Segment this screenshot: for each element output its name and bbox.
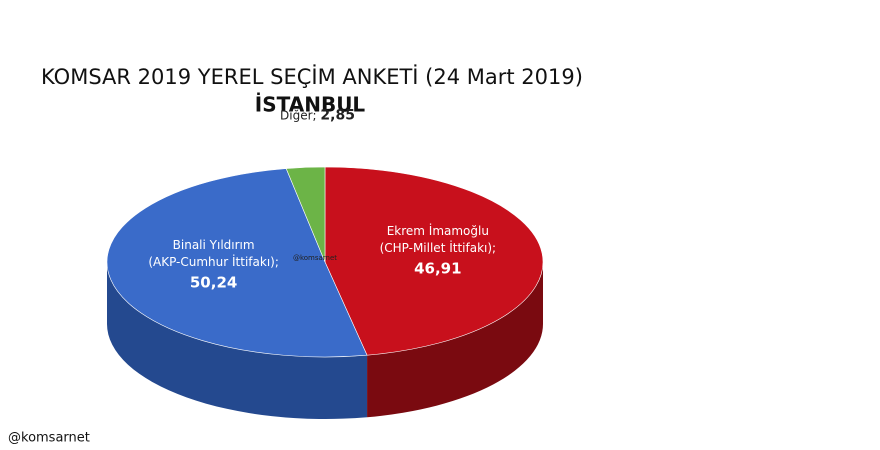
slice-side (367, 262, 543, 418)
slice (285, 166, 326, 263)
value-label: 46,91 (414, 260, 461, 278)
category-line: Ekrem İmamoğlu (387, 223, 489, 238)
slice (324, 166, 544, 356)
watermark: @komsarnet (8, 431, 90, 446)
category-label: Diğer; (280, 108, 320, 122)
value-label: 50,24 (190, 274, 237, 292)
chart-subtitle: İSTANBUL (255, 93, 366, 117)
chart-title: KOMSAR 2019 YEREL SEÇİM ANKETİ (24 Mart … (41, 64, 583, 89)
category-label: Binali Yıldırım (AKP-Cumhur İttifakı); (148, 238, 279, 269)
category-line: (AKP-Cumhur İttifakı); (148, 254, 279, 269)
category-line: (CHP-Millet İttifakı); (380, 240, 497, 255)
category-label: Ekrem İmamoğlu (CHP-Millet İttifakı); (380, 223, 497, 255)
slice-label: Diğer; 2,85 (280, 107, 355, 123)
value-label: 2,85 (320, 107, 355, 123)
slice-label: Ekrem İmamoğlu (CHP-Millet İttifakı); (380, 223, 497, 255)
slice-label: Binali Yıldırım (AKP-Cumhur İttifakı); (148, 238, 279, 269)
slice-side (107, 262, 368, 419)
category-line: Binali Yıldırım (173, 238, 255, 252)
pie: Ekrem İmamoğlu (CHP-Millet İttifakı); 46,9… (106, 107, 544, 419)
watermark: @komsarnet (293, 254, 337, 262)
slice (106, 168, 368, 358)
